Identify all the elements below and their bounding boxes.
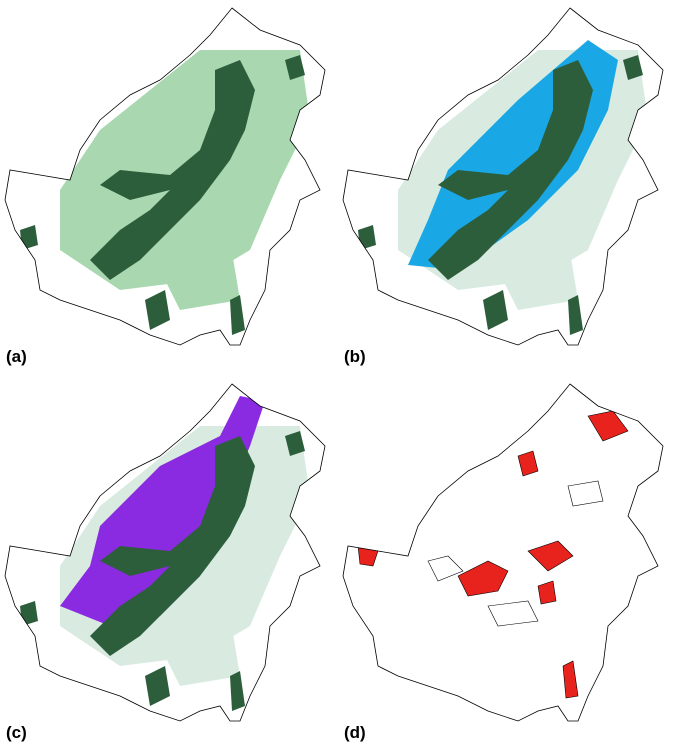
map-panel-d: (d) [342,383,664,742]
panel-label: (d) [344,723,366,742]
panel-label: (b) [344,347,366,366]
panel-label: (c) [6,723,27,742]
map-panel-c: (c) [4,383,326,742]
land-cover [5,8,325,345]
change-areas [357,410,629,699]
panel-label: (a) [6,347,27,366]
map-panel-b: (b) [342,7,664,366]
land-cover [5,384,325,721]
land-cover [343,8,663,345]
map-panel-a: (a) [4,7,326,366]
